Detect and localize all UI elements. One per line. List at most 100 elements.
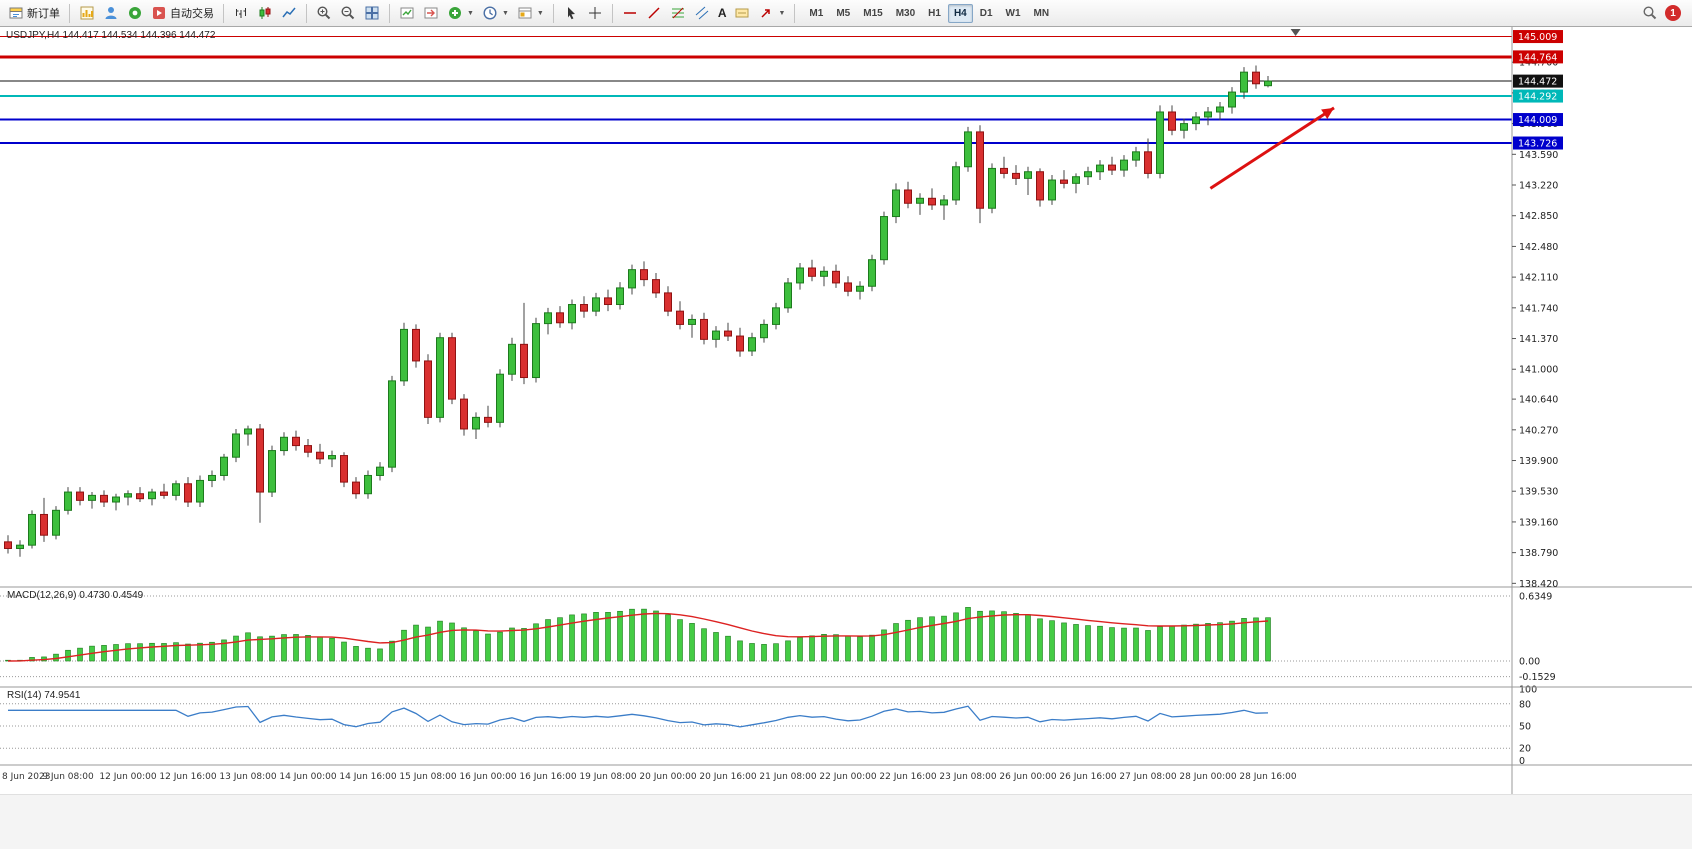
main-toolbar: 新订单 自动交易: [0, 0, 1692, 27]
timeframe-button-mn[interactable]: MN: [1033, 7, 1050, 19]
timeframe-button-m15[interactable]: M15: [863, 7, 883, 19]
chart-shift-button[interactable]: [420, 3, 442, 23]
bars-chart-icon: [233, 5, 249, 21]
svg-text:20 Jun 16:00: 20 Jun 16:00: [699, 772, 756, 782]
horizontal-line-button[interactable]: [619, 3, 641, 23]
candlestick-chart-button[interactable]: [254, 3, 276, 23]
svg-text:142.110: 142.110: [1519, 273, 1558, 284]
svg-text:143.220: 143.220: [1519, 181, 1558, 192]
profile-icon: [103, 5, 119, 21]
chevron-down-icon: ▼: [778, 9, 786, 17]
periods-button[interactable]: ▼: [479, 3, 512, 23]
fibonacci-icon: [670, 5, 686, 21]
crosshair-button[interactable]: [584, 3, 606, 23]
svg-text:0.6349: 0.6349: [1519, 592, 1552, 603]
svg-text:143.590: 143.590: [1519, 150, 1558, 161]
timeframe-button-m30[interactable]: M30: [895, 7, 916, 19]
svg-text:12 Jun 16:00: 12 Jun 16:00: [159, 772, 216, 782]
svg-text:142.850: 142.850: [1519, 211, 1558, 222]
zoom-out-button[interactable]: [337, 3, 359, 23]
svg-text:14 Jun 16:00: 14 Jun 16:00: [339, 772, 396, 782]
charts-button[interactable]: [76, 3, 98, 23]
add-indicator-icon: [447, 5, 463, 21]
svg-text:141.000: 141.000: [1519, 365, 1558, 376]
svg-text:80: 80: [1519, 699, 1531, 710]
timeframe-button-m1[interactable]: M1: [809, 7, 824, 19]
cursor-button[interactable]: [560, 3, 582, 23]
crosshair-icon: [587, 5, 603, 21]
tile-windows-icon: [364, 5, 380, 21]
zoom-in-button[interactable]: [313, 3, 335, 23]
search-icon: [1642, 5, 1658, 21]
cursor-arrow-icon: [563, 5, 579, 21]
svg-text:22 Jun 00:00: 22 Jun 00:00: [819, 772, 876, 782]
autotrading-label: 自动交易: [170, 8, 214, 20]
timeframe-button-h1[interactable]: H1: [928, 7, 941, 19]
bars-chart-button[interactable]: [230, 3, 252, 23]
svg-text:142.480: 142.480: [1519, 242, 1558, 253]
svg-text:21 Jun 08:00: 21 Jun 08:00: [759, 772, 816, 782]
svg-text:140.640: 140.640: [1519, 395, 1558, 406]
svg-text:9 Jun 08:00: 9 Jun 08:00: [42, 772, 94, 782]
line-chart-button[interactable]: [278, 3, 300, 23]
channel-button[interactable]: [691, 3, 713, 23]
svg-text:15 Jun 08:00: 15 Jun 08:00: [399, 772, 456, 782]
svg-text:20 Jun 00:00: 20 Jun 00:00: [639, 772, 696, 782]
trendline-button[interactable]: [643, 3, 665, 23]
price-chart-canvas[interactable]: 0.63490.00-0.15291008050200144.700144.33…: [0, 27, 1692, 794]
svg-text:139.160: 139.160: [1519, 517, 1558, 528]
svg-text:144.292: 144.292: [1518, 92, 1557, 103]
svg-text:26 Jun 16:00: 26 Jun 16:00: [1059, 772, 1116, 782]
notification-badge[interactable]: 1: [1665, 5, 1681, 21]
timeframe-button-d1[interactable]: D1: [979, 7, 993, 19]
svg-text:-0.1529: -0.1529: [1519, 672, 1556, 683]
autotrading-button[interactable]: 自动交易: [148, 3, 217, 23]
toolbar-separator: [611, 3, 613, 23]
line-chart-icon: [281, 5, 297, 21]
fibonacci-button[interactable]: [667, 3, 689, 23]
auto-scroll-button[interactable]: [396, 3, 418, 23]
svg-text:143.726: 143.726: [1518, 139, 1557, 150]
chart-area[interactable]: 0.63490.00-0.15291008050200144.700144.33…: [0, 27, 1692, 849]
label-button[interactable]: [731, 3, 753, 23]
template-icon: [517, 5, 533, 21]
toolbar-separator: [306, 3, 307, 23]
channel-icon: [694, 5, 710, 21]
svg-text:26 Jun 00:00: 26 Jun 00:00: [999, 772, 1056, 782]
timeframe-button-h4[interactable]: H4: [947, 3, 973, 23]
horizontal-line-icon: [622, 5, 638, 21]
metaeditor-button[interactable]: [124, 3, 146, 23]
chevron-down-icon: ▼: [501, 9, 509, 17]
templates-button[interactable]: ▼: [514, 3, 547, 23]
timeframe-button-m5[interactable]: M5: [836, 7, 851, 19]
svg-text:139.530: 139.530: [1519, 487, 1558, 498]
svg-text:19 Jun 08:00: 19 Jun 08:00: [579, 772, 636, 782]
arrow-shapes-icon: [758, 5, 774, 21]
toolbar-separator: [69, 3, 70, 23]
new-order-icon: [8, 5, 24, 21]
tile-windows-button[interactable]: [361, 3, 383, 23]
timeframe-button-w1[interactable]: W1: [1005, 7, 1021, 19]
svg-text:12 Jun 00:00: 12 Jun 00:00: [99, 772, 156, 782]
profiles-button[interactable]: [100, 3, 122, 23]
timeframe-group: M1 M5 M15 M30 H1 H4 D1 W1 MN: [803, 3, 1055, 23]
svg-text:139.900: 139.900: [1519, 456, 1558, 467]
text-button[interactable]: A: [715, 4, 730, 22]
svg-text:140.270: 140.270: [1519, 425, 1558, 436]
svg-text:22 Jun 16:00: 22 Jun 16:00: [879, 772, 936, 782]
search-button[interactable]: [1639, 3, 1661, 23]
chevron-down-icon: ▼: [467, 9, 474, 17]
svg-text:138.420: 138.420: [1519, 579, 1558, 590]
indicators-button[interactable]: ▼: [444, 3, 477, 23]
svg-text:28 Jun 00:00: 28 Jun 00:00: [1179, 772, 1236, 782]
svg-text:8 Jun 2023: 8 Jun 2023: [2, 772, 50, 782]
arrows-button[interactable]: ▼: [755, 3, 788, 23]
auto-scroll-icon: [399, 5, 415, 21]
candlestick-chart-icon: [257, 5, 273, 21]
svg-text:23 Jun 08:00: 23 Jun 08:00: [939, 772, 996, 782]
text-tool-icon: A: [717, 6, 727, 20]
charts-icon: [79, 5, 95, 21]
chevron-down-icon: ▼: [536, 9, 544, 17]
svg-text:27 Jun 08:00: 27 Jun 08:00: [1119, 772, 1176, 782]
new-order-button[interactable]: 新订单: [5, 3, 63, 23]
